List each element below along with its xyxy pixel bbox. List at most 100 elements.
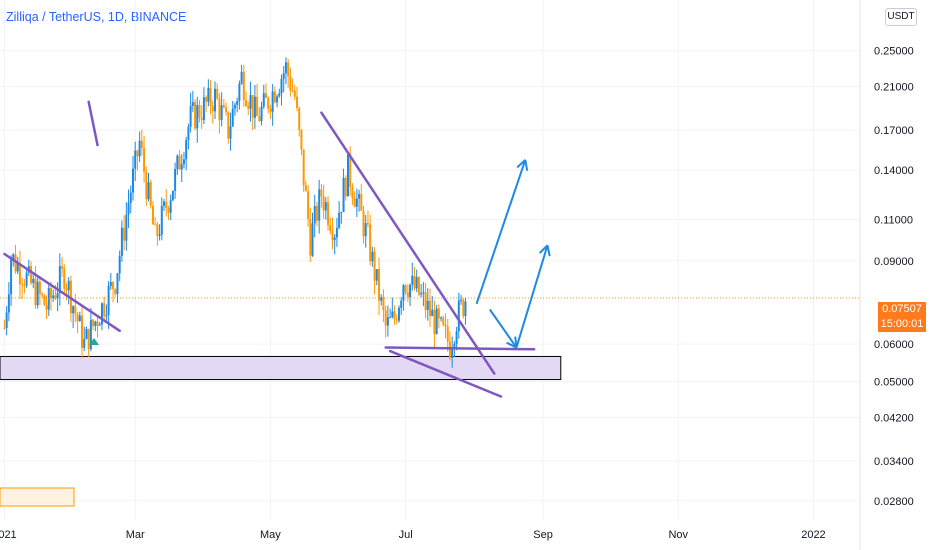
candle-body bbox=[182, 159, 185, 165]
candle-body bbox=[400, 300, 403, 308]
candle-body bbox=[123, 227, 126, 241]
candle-body bbox=[411, 275, 414, 285]
candle-body bbox=[307, 191, 310, 219]
candle-body bbox=[296, 96, 299, 108]
candle-body bbox=[311, 223, 314, 256]
y-tick-label: 0.25000 bbox=[874, 46, 914, 58]
y-tick-label: 0.06000 bbox=[874, 339, 914, 351]
candle-body bbox=[81, 315, 84, 348]
candle-body bbox=[424, 292, 427, 311]
candle-body bbox=[391, 311, 394, 317]
candle-body bbox=[154, 224, 157, 226]
candle-body bbox=[229, 126, 232, 139]
support-zone[interactable] bbox=[0, 355, 562, 381]
candle-body bbox=[194, 102, 197, 129]
candle-body bbox=[225, 107, 228, 113]
candle-body bbox=[302, 149, 305, 186]
candle-body bbox=[375, 269, 378, 281]
y-tick-label: 0.05000 bbox=[874, 377, 914, 389]
candle-body bbox=[143, 148, 146, 172]
candle-body bbox=[187, 126, 190, 141]
candle-body bbox=[41, 293, 44, 296]
candle-body bbox=[322, 196, 325, 211]
candle-body bbox=[451, 347, 454, 358]
candle-body bbox=[262, 93, 265, 107]
candle-body bbox=[284, 62, 287, 74]
candle-body bbox=[205, 97, 208, 102]
candle-body bbox=[289, 76, 292, 91]
candle-body bbox=[384, 309, 387, 326]
candle-body bbox=[107, 285, 110, 316]
candle-body bbox=[200, 117, 203, 120]
candle-body bbox=[300, 129, 303, 150]
arrow-head bbox=[516, 159, 526, 169]
candle-body bbox=[96, 321, 99, 326]
candle-body bbox=[131, 168, 134, 193]
candle-body bbox=[464, 301, 467, 317]
candle-body bbox=[112, 282, 115, 290]
candle-body bbox=[134, 150, 137, 169]
candle-body bbox=[16, 263, 19, 272]
candle-body bbox=[269, 108, 272, 112]
candle-body bbox=[38, 281, 41, 294]
arrow-head bbox=[538, 244, 549, 254]
candle-body bbox=[258, 115, 261, 122]
candle-body bbox=[207, 87, 210, 102]
candle-body bbox=[158, 234, 161, 237]
candle-body bbox=[25, 272, 28, 286]
candle-body bbox=[415, 277, 418, 289]
x-tick-label: May bbox=[260, 529, 281, 541]
candle-body bbox=[202, 97, 205, 120]
x-tick-label: Sep bbox=[533, 529, 553, 541]
candle-body bbox=[54, 295, 57, 299]
projection-arrow bbox=[515, 245, 549, 348]
candle-body bbox=[393, 311, 396, 320]
candle-body bbox=[209, 87, 212, 107]
currency-selector[interactable]: USDT bbox=[885, 8, 917, 26]
candle-body bbox=[260, 106, 263, 122]
candle-body bbox=[442, 317, 445, 325]
candle-body bbox=[329, 225, 332, 232]
candle-body bbox=[63, 268, 66, 289]
candle-body bbox=[214, 88, 216, 112]
candle-body bbox=[247, 105, 250, 109]
drawings bbox=[3, 100, 551, 398]
candle-body bbox=[236, 101, 239, 105]
candle-body bbox=[251, 95, 254, 118]
candle-body bbox=[56, 292, 59, 299]
candle-body bbox=[446, 326, 449, 342]
candle-body bbox=[114, 289, 117, 295]
y-tick-label: 0.04200 bbox=[874, 412, 914, 424]
projection-arrow bbox=[489, 308, 518, 349]
candle-body bbox=[369, 224, 372, 262]
candle-body bbox=[448, 341, 451, 358]
x-tick-label: 2021 bbox=[0, 529, 17, 541]
candle-body bbox=[174, 169, 177, 191]
candle-body bbox=[287, 62, 290, 77]
arrow-head bbox=[546, 245, 551, 257]
candle-body bbox=[342, 177, 345, 212]
candle-body bbox=[380, 297, 383, 301]
candle-body bbox=[335, 227, 338, 238]
candle-body bbox=[276, 96, 279, 103]
candle-body bbox=[318, 189, 321, 221]
candle-body bbox=[12, 254, 15, 260]
candle-body bbox=[171, 190, 174, 201]
candle-body bbox=[47, 287, 50, 310]
x-tick-label: Jul bbox=[399, 529, 413, 541]
candle-body bbox=[85, 328, 88, 339]
candle-body bbox=[233, 104, 236, 109]
y-tick-label: 0.03400 bbox=[874, 456, 914, 468]
candle-body bbox=[267, 97, 270, 109]
date-range-box[interactable] bbox=[0, 487, 75, 507]
candle-body bbox=[273, 91, 276, 103]
candle-body bbox=[156, 224, 159, 237]
candle-body bbox=[242, 71, 245, 101]
candle-body bbox=[340, 211, 343, 213]
candle-body bbox=[103, 303, 106, 317]
candle-body bbox=[238, 83, 241, 102]
y-tick-label: 0.14000 bbox=[874, 165, 914, 177]
candle-body bbox=[406, 292, 409, 298]
chart-title: Zilliqa / TetherUS, 1D, BINANCE bbox=[6, 10, 187, 24]
